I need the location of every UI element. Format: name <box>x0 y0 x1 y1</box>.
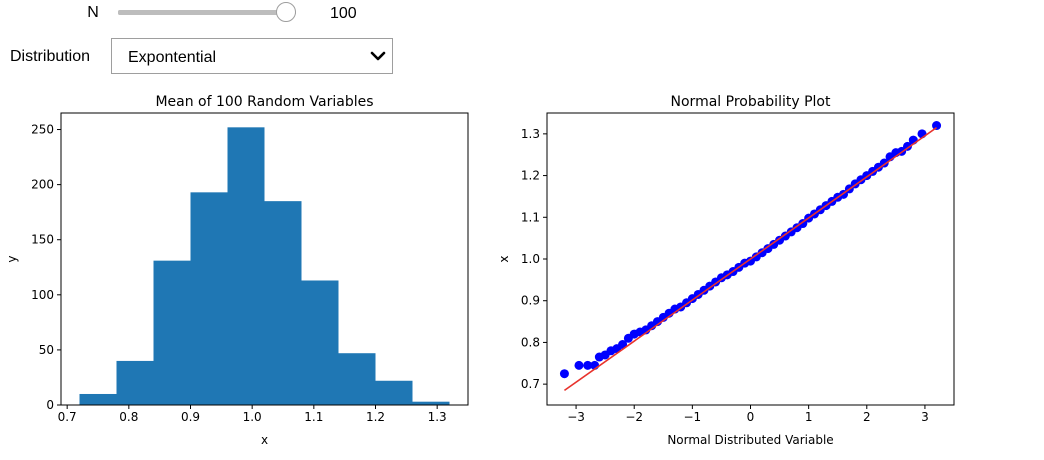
histogram-bar <box>412 401 450 405</box>
x-tick-label: −2 <box>625 410 643 424</box>
y-tick-label: 0.9 <box>521 294 540 308</box>
histogram-bar <box>153 260 191 405</box>
y-tick-label: 0.7 <box>521 377 540 391</box>
histogram-bar <box>264 201 302 405</box>
x-tick-label: −1 <box>684 410 702 424</box>
y-tick-label: 50 <box>39 343 54 357</box>
x-tick-label: 0 <box>747 410 755 424</box>
y-tick-label: 200 <box>31 178 54 192</box>
slider-thumb[interactable] <box>276 2 296 22</box>
distribution-label: Distribution <box>10 48 91 65</box>
y-tick-label: 1.3 <box>521 127 540 141</box>
x-tick-label: 0.7 <box>58 410 77 424</box>
x-axis-label: Normal Distributed Variable <box>667 433 833 447</box>
n-slider-row: N 100 <box>0 0 400 28</box>
y-axis-label: x <box>497 255 511 262</box>
x-tick-label: 0.9 <box>181 410 200 424</box>
histogram-bar <box>190 192 228 405</box>
y-axis-label: y <box>5 255 19 262</box>
x-tick-label: 2 <box>863 410 871 424</box>
data-point <box>902 141 912 151</box>
data-point <box>618 340 628 350</box>
y-tick-label: 150 <box>31 233 54 247</box>
histogram-bar <box>227 127 265 406</box>
probability-plot-chart: −3 −2 −1 0 1 2 3 0.7 0.8 0.9 1.0 1.1 1.2 1.3 Normal Pr… <box>497 94 955 447</box>
n-value: 100 <box>330 5 357 22</box>
plot-frame <box>60 112 469 406</box>
x-tick-label: 1.0 <box>243 410 262 424</box>
x-tick-label: 1.2 <box>366 410 385 424</box>
histogram-bar <box>79 393 117 405</box>
data-point <box>574 360 584 370</box>
x-tick-label: 1.1 <box>304 410 323 424</box>
y-tick-label: 1.1 <box>521 210 540 224</box>
chart-title: Mean of 100 Random Variables <box>155 94 373 110</box>
data-point <box>932 121 942 131</box>
chevron-down-icon[interactable] <box>370 49 386 63</box>
histogram-bar <box>338 353 376 405</box>
n-slider[interactable] <box>118 2 296 24</box>
histogram-bar <box>116 360 154 405</box>
distribution-row: Distribution Expontential <box>0 37 400 75</box>
x-tick-label: −3 <box>567 410 585 424</box>
x-tick-label: 3 <box>921 410 929 424</box>
x-tick-label: 1.3 <box>428 410 447 424</box>
x-axis-label: x <box>261 433 268 447</box>
y-tick-label: 250 <box>31 123 54 137</box>
data-point <box>559 369 569 379</box>
x-tick-label: 1 <box>805 410 813 424</box>
y-tick-label: 1.0 <box>521 252 540 266</box>
y-tick-label: 0.8 <box>521 335 540 349</box>
data-point <box>583 360 593 370</box>
slider-fill <box>118 10 286 15</box>
distribution-value: Expontential <box>128 49 217 66</box>
histogram-bar <box>301 280 339 405</box>
y-tick-label: 0 <box>46 398 54 412</box>
x-tick-label: 0.8 <box>119 410 138 424</box>
histogram-bar <box>375 380 413 405</box>
distribution-select[interactable]: Expontential <box>111 38 393 74</box>
n-label: N <box>87 4 99 21</box>
fit-line <box>563 126 938 392</box>
y-tick-label: 1.2 <box>521 169 540 183</box>
y-tick-label: 100 <box>31 288 54 302</box>
histogram-chart: 0.7 0.8 0.9 1.0 1.1 1.2 1.3 0 50 100 150 200 250 Mean… <box>5 94 469 447</box>
chart-title: Normal Probability Plot <box>671 94 831 110</box>
